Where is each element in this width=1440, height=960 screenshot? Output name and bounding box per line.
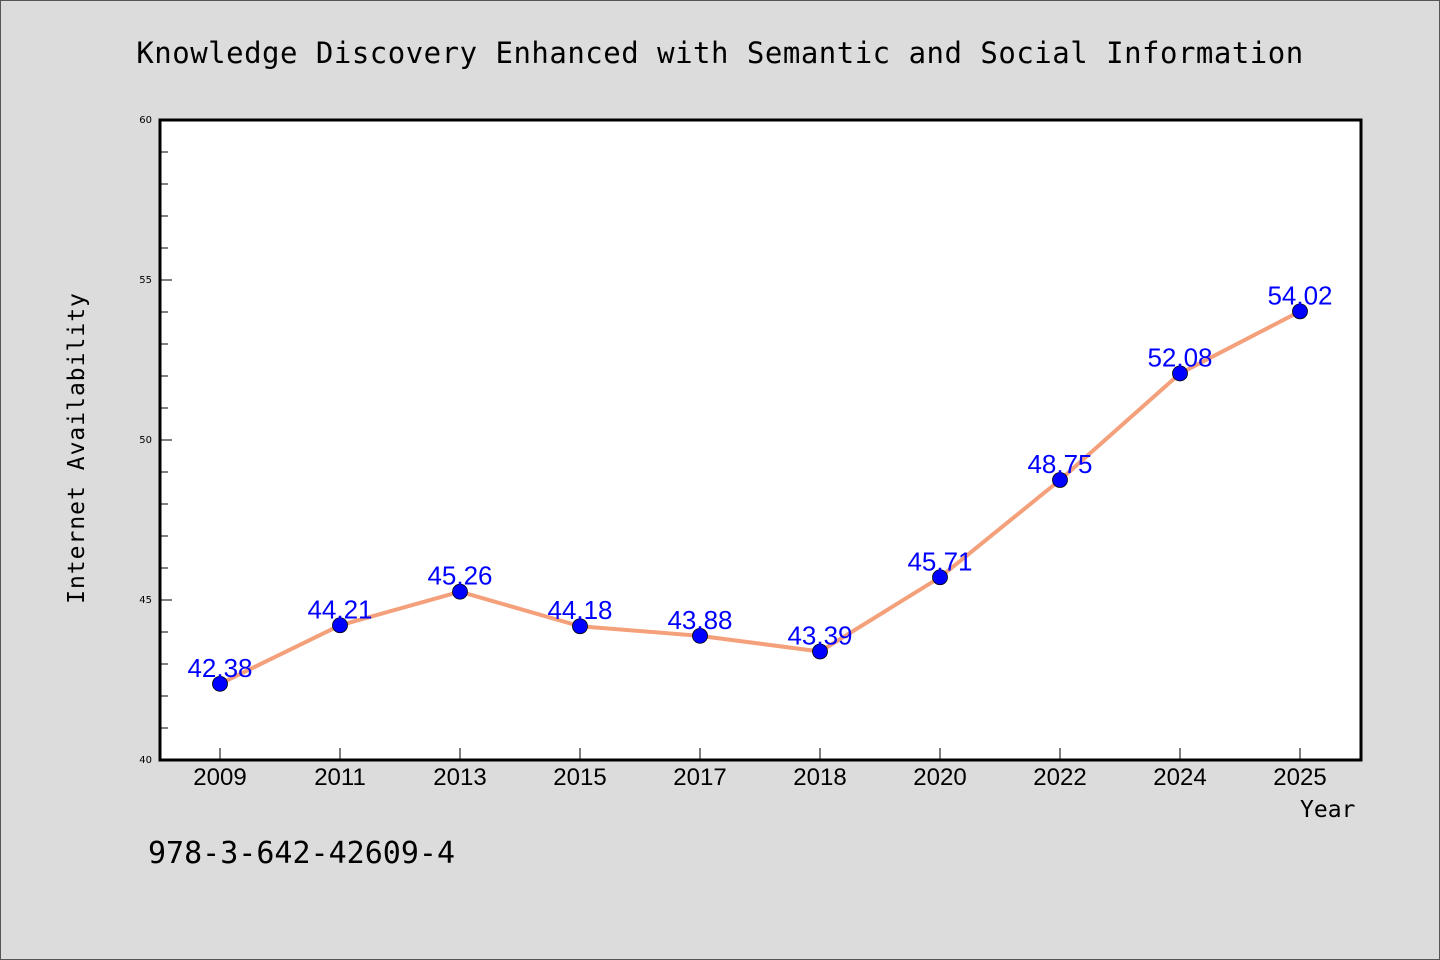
- y-axis-title: Internet Availability: [64, 292, 90, 604]
- y-tick-label: 50: [139, 435, 152, 446]
- plot-area: [158, 118, 1363, 762]
- data-label-group: 42.38 44.21 45.26 44.18 43.88 43.39 45.71 48.75…: [187, 280, 1332, 682]
- y-tick-label: 60: [139, 115, 152, 126]
- x-tick-label: 2018: [793, 764, 846, 791]
- data-label: 44.18: [547, 595, 612, 625]
- data-point: [932, 569, 948, 586]
- y-tick-label: 55: [139, 275, 152, 286]
- x-tick-label: 2022: [1033, 764, 1086, 791]
- data-label: 48.75: [1027, 449, 1092, 479]
- data-point: [812, 643, 828, 660]
- x-tick-label: 2017: [673, 764, 726, 791]
- data-point: [1172, 365, 1188, 382]
- x-axis-title: Year: [1300, 797, 1356, 823]
- x-tick-label: 2009: [193, 764, 246, 791]
- data-label: 45.71: [907, 546, 972, 576]
- x-tick-label: 2015: [553, 764, 606, 791]
- data-point: [332, 617, 348, 634]
- x-tick-label: 2024: [1153, 764, 1206, 791]
- series-line: [218, 309, 1302, 686]
- y-axis: 40 45 50 55 60: [139, 115, 172, 766]
- data-label: 52.08: [1147, 342, 1212, 372]
- x-axis: 2009 2011 2013 2015 2017 2018 2020 2022 2024 2025: [193, 748, 1327, 791]
- data-point: [1292, 303, 1308, 320]
- data-label: 54.02: [1267, 280, 1332, 310]
- series-line-group: [218, 309, 1302, 686]
- data-point: [692, 627, 708, 644]
- y-tick-label: 45: [139, 595, 152, 606]
- data-label: 42.38: [187, 653, 252, 683]
- x-tick-label: 2025: [1273, 764, 1326, 791]
- data-point: [452, 583, 468, 600]
- data-point: [212, 675, 228, 692]
- data-point: [1052, 472, 1068, 488]
- x-tick-label: 2020: [913, 764, 966, 791]
- isbn-annotation: 978-3-642-42609-4: [148, 836, 456, 871]
- data-point: [572, 618, 588, 635]
- data-label: 44.21: [307, 594, 372, 624]
- data-label: 43.88: [667, 605, 732, 635]
- series-marker-group: [212, 303, 1308, 692]
- data-label: 45.26: [427, 561, 492, 591]
- data-label: 43.39: [787, 621, 852, 651]
- chart-title: Knowledge Discovery Enhanced with Semant…: [136, 36, 1304, 70]
- x-tick-label: 2013: [433, 764, 486, 791]
- x-tick-label: 2011: [314, 764, 366, 791]
- y-tick-label: 40: [139, 755, 152, 766]
